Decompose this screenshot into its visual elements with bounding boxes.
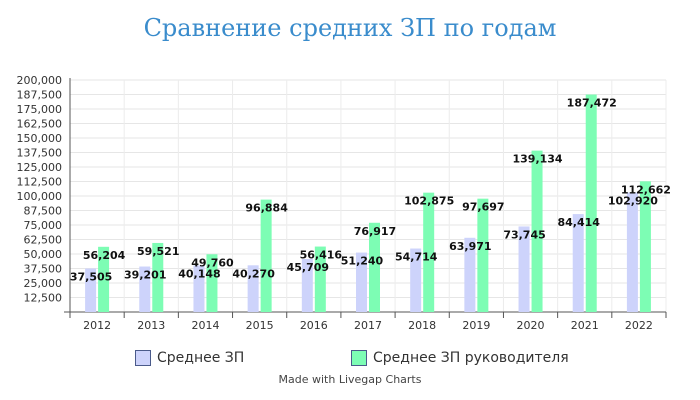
- data-label-average-salary: 37,505: [70, 270, 112, 283]
- data-label-average-salary: 40,148: [178, 267, 220, 280]
- bar-average-salary: [572, 214, 584, 312]
- bar-manager-salary: [369, 222, 380, 312]
- data-label-manager-salary: 56,416: [300, 249, 343, 262]
- bar-manager-salary: [423, 192, 435, 312]
- legend-swatch-manager-salary: [351, 350, 367, 366]
- y-tick-label: 137,500: [17, 147, 63, 160]
- legend-label-average-salary: Среднее ЗП: [157, 350, 245, 366]
- bar-manager-salary: [206, 254, 218, 312]
- legend-swatch-average-salary: [135, 350, 151, 366]
- bar-average-salary: [410, 248, 422, 312]
- x-tick-label: 2013: [137, 319, 165, 332]
- bar-manager-salary: [585, 94, 597, 313]
- legend-item-manager-salary[interactable]: Среднее ЗП руководителя: [351, 350, 569, 366]
- x-tick-label: 2020: [517, 319, 545, 332]
- data-label-average-salary: 40,270: [232, 267, 275, 280]
- y-tick-label: 37,500: [24, 263, 63, 276]
- data-label-average-salary: 39,201: [124, 269, 166, 282]
- y-tick-label: 150,000: [17, 132, 63, 145]
- bar-average-salary: [85, 268, 97, 312]
- y-tick-label: 12,500: [24, 292, 63, 305]
- data-label-average-salary: 73,745: [503, 228, 545, 241]
- data-label-average-salary: 45,709: [287, 261, 329, 274]
- x-tick-label: 2021: [571, 319, 599, 332]
- y-tick-label: 75,000: [24, 219, 63, 232]
- y-tick-label: 25,000: [24, 277, 63, 290]
- legend-label-manager-salary: Среднее ЗП руководителя: [373, 350, 569, 366]
- data-label-manager-salary: 102,875: [404, 195, 454, 208]
- bar-average-salary: [301, 258, 313, 312]
- data-label-manager-salary: 59,521: [137, 245, 179, 258]
- x-tick-label: 2018: [408, 319, 436, 332]
- bar-manager-salary: [260, 199, 272, 312]
- data-label-manager-salary: 49,760: [191, 256, 234, 269]
- bar-average-salary: [356, 252, 367, 312]
- y-tick-label: 162,500: [17, 118, 63, 131]
- bar-average-salary: [247, 265, 259, 312]
- data-label-manager-salary: 187,472: [567, 97, 617, 110]
- data-label-manager-salary: 139,134: [512, 153, 562, 166]
- chart-title: Сравнение средних ЗП по годам: [143, 14, 557, 42]
- y-tick-label: 62,500: [24, 234, 63, 247]
- data-label-average-salary: 84,414: [558, 216, 601, 229]
- x-tick-label: 2022: [625, 319, 653, 332]
- y-tick-label: 50,000: [24, 248, 63, 261]
- y-tick-label: 175,000: [17, 103, 63, 116]
- x-tick-label: 2017: [354, 319, 382, 332]
- y-tick-label: 200,000: [17, 74, 63, 87]
- data-label-average-salary: 63,971: [449, 240, 491, 253]
- y-tick-label: 112,500: [17, 176, 63, 189]
- x-tick-label: 2012: [83, 319, 111, 332]
- bar-manager-salary: [152, 242, 164, 312]
- data-label-average-salary: 54,714: [395, 251, 438, 264]
- data-label-manager-salary: 76,917: [354, 225, 396, 238]
- y-tick-label: 87,500: [24, 205, 63, 218]
- data-label-manager-salary: 96,884: [245, 202, 288, 215]
- data-label-manager-salary: 56,204: [83, 249, 126, 262]
- bar-manager-salary: [98, 246, 110, 312]
- y-tick-label: 125,000: [17, 161, 63, 174]
- bar-average-salary: [626, 192, 638, 312]
- bar-manager-salary: [531, 150, 543, 312]
- x-tick-label: 2015: [246, 319, 274, 332]
- x-tick-label: 2016: [300, 319, 328, 332]
- data-label-manager-salary: 112,662: [621, 183, 671, 196]
- bar-average-salary: [139, 266, 151, 312]
- y-tick-label: 100,000: [17, 190, 63, 203]
- data-label-manager-salary: 97,697: [462, 201, 504, 214]
- credit-text: Made with Livegap Charts: [278, 373, 422, 386]
- bar-average-salary: [193, 265, 205, 312]
- data-label-average-salary: 51,240: [341, 255, 384, 268]
- bar-manager-salary: [477, 198, 489, 312]
- y-tick-label: 187,500: [17, 89, 63, 102]
- bar-manager-salary: [314, 246, 326, 312]
- x-tick-label: 2014: [191, 319, 219, 332]
- x-tick-label: 2019: [462, 319, 490, 332]
- bar-average-salary: [518, 226, 530, 312]
- data-label-average-salary: 102,920: [608, 195, 658, 208]
- bar-average-salary: [464, 237, 476, 312]
- bar-manager-salary: [639, 181, 651, 312]
- legend-item-average-salary[interactable]: Среднее ЗП: [135, 350, 244, 366]
